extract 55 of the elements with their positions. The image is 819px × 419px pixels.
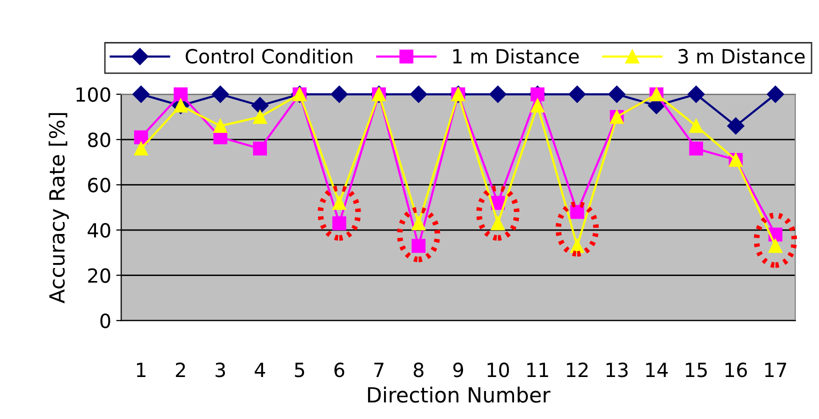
legend-label: 3 m Distance <box>678 48 805 64</box>
point <box>412 238 426 253</box>
x-tick-label: 3 <box>216 362 225 378</box>
x-tick-label: 8 <box>414 362 424 378</box>
point <box>330 86 348 103</box>
point <box>688 86 705 103</box>
point <box>727 117 744 135</box>
point <box>332 196 346 210</box>
point <box>570 238 584 253</box>
x-tick-label: 2 <box>176 362 185 377</box>
x-tick-label: 9 <box>453 362 464 378</box>
point <box>212 86 229 103</box>
point <box>213 119 228 133</box>
y-tick-label: 80 <box>88 132 110 148</box>
x-tick-label: 15 <box>686 362 707 378</box>
x-tick-label: 6 <box>334 362 344 378</box>
point <box>530 98 544 113</box>
legend-label: Control Condition <box>186 48 352 64</box>
point <box>489 86 506 103</box>
x-tick-label: 16 <box>726 362 747 378</box>
x-tick-label: 17 <box>765 362 786 377</box>
point <box>412 216 426 230</box>
x-tick-label: 10 <box>488 362 509 378</box>
point <box>689 119 704 133</box>
x-tick-label: 13 <box>606 362 628 378</box>
y-tick-label: 100 <box>76 87 110 102</box>
x-tick-label: 1 <box>136 362 146 377</box>
y-tick-label: 20 <box>88 268 110 283</box>
y-tick-label: 0 <box>100 313 110 328</box>
x-tick-label: 7 <box>374 362 384 377</box>
x-tick-label: 4 <box>254 362 266 377</box>
point <box>253 110 267 124</box>
x-tick-label: 14 <box>646 362 668 377</box>
x-axis-title: Direction Number <box>368 386 550 403</box>
point <box>766 86 784 103</box>
point <box>570 204 584 219</box>
point <box>134 142 148 156</box>
x-tick-label: 5 <box>294 362 304 378</box>
point <box>251 97 269 114</box>
point <box>134 130 148 144</box>
point <box>689 142 704 156</box>
point <box>568 86 586 103</box>
x-tick-label: 12 <box>566 362 588 377</box>
legend-label: 1 m Distance <box>453 48 579 64</box>
point <box>410 86 428 103</box>
point <box>174 87 188 102</box>
y-tick-label: 40 <box>88 222 110 238</box>
point <box>132 86 150 103</box>
y-axis-title: Accuracy Rate [%] <box>48 113 69 304</box>
point <box>608 86 626 103</box>
point <box>332 216 346 230</box>
point <box>253 142 267 156</box>
x-tick-label: 11 <box>527 362 548 377</box>
y-tick-label: 60 <box>88 178 110 192</box>
point <box>490 216 505 230</box>
